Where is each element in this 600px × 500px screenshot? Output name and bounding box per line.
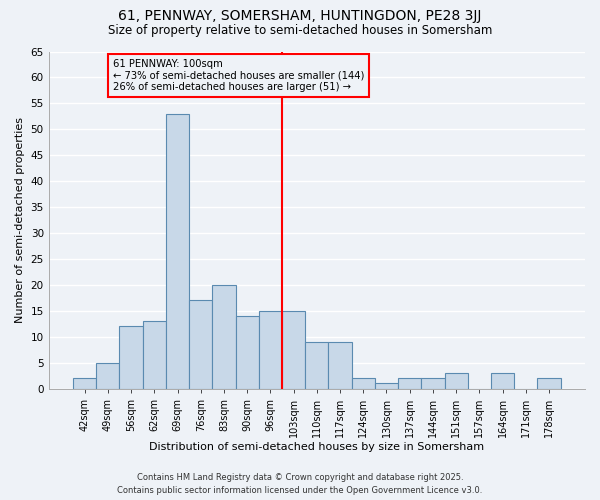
Bar (189, 300, 212, 388)
Bar (73, 378, 96, 388)
Bar (328, 342, 352, 388)
Text: 61, PENNWAY, SOMERSHAM, HUNTINGDON, PE28 3JJ: 61, PENNWAY, SOMERSHAM, HUNTINGDON, PE28… (118, 9, 482, 23)
Bar (421, 378, 445, 388)
Bar (538, 378, 560, 388)
Text: Size of property relative to semi-detached houses in Somersham: Size of property relative to semi-detach… (108, 24, 492, 37)
Text: 61 PENNWAY: 100sqm
← 73% of semi-detached houses are smaller (144)
26% of semi-d: 61 PENNWAY: 100sqm ← 73% of semi-detache… (113, 60, 364, 92)
Bar (305, 342, 328, 388)
Bar (236, 316, 259, 388)
X-axis label: Distribution of semi-detached houses by size in Somersham: Distribution of semi-detached houses by … (149, 442, 484, 452)
Bar (352, 378, 375, 388)
Bar (445, 373, 468, 388)
Bar (96, 362, 119, 388)
Bar (282, 311, 305, 388)
Bar (398, 378, 421, 388)
Text: Contains HM Land Registry data © Crown copyright and database right 2025.
Contai: Contains HM Land Registry data © Crown c… (118, 474, 482, 495)
Bar (259, 311, 282, 388)
Bar (375, 384, 398, 388)
Bar (143, 321, 166, 388)
Bar (212, 285, 236, 389)
Bar (166, 114, 189, 388)
Bar (491, 373, 514, 388)
Y-axis label: Number of semi-detached properties: Number of semi-detached properties (15, 117, 25, 323)
Bar (119, 326, 143, 388)
